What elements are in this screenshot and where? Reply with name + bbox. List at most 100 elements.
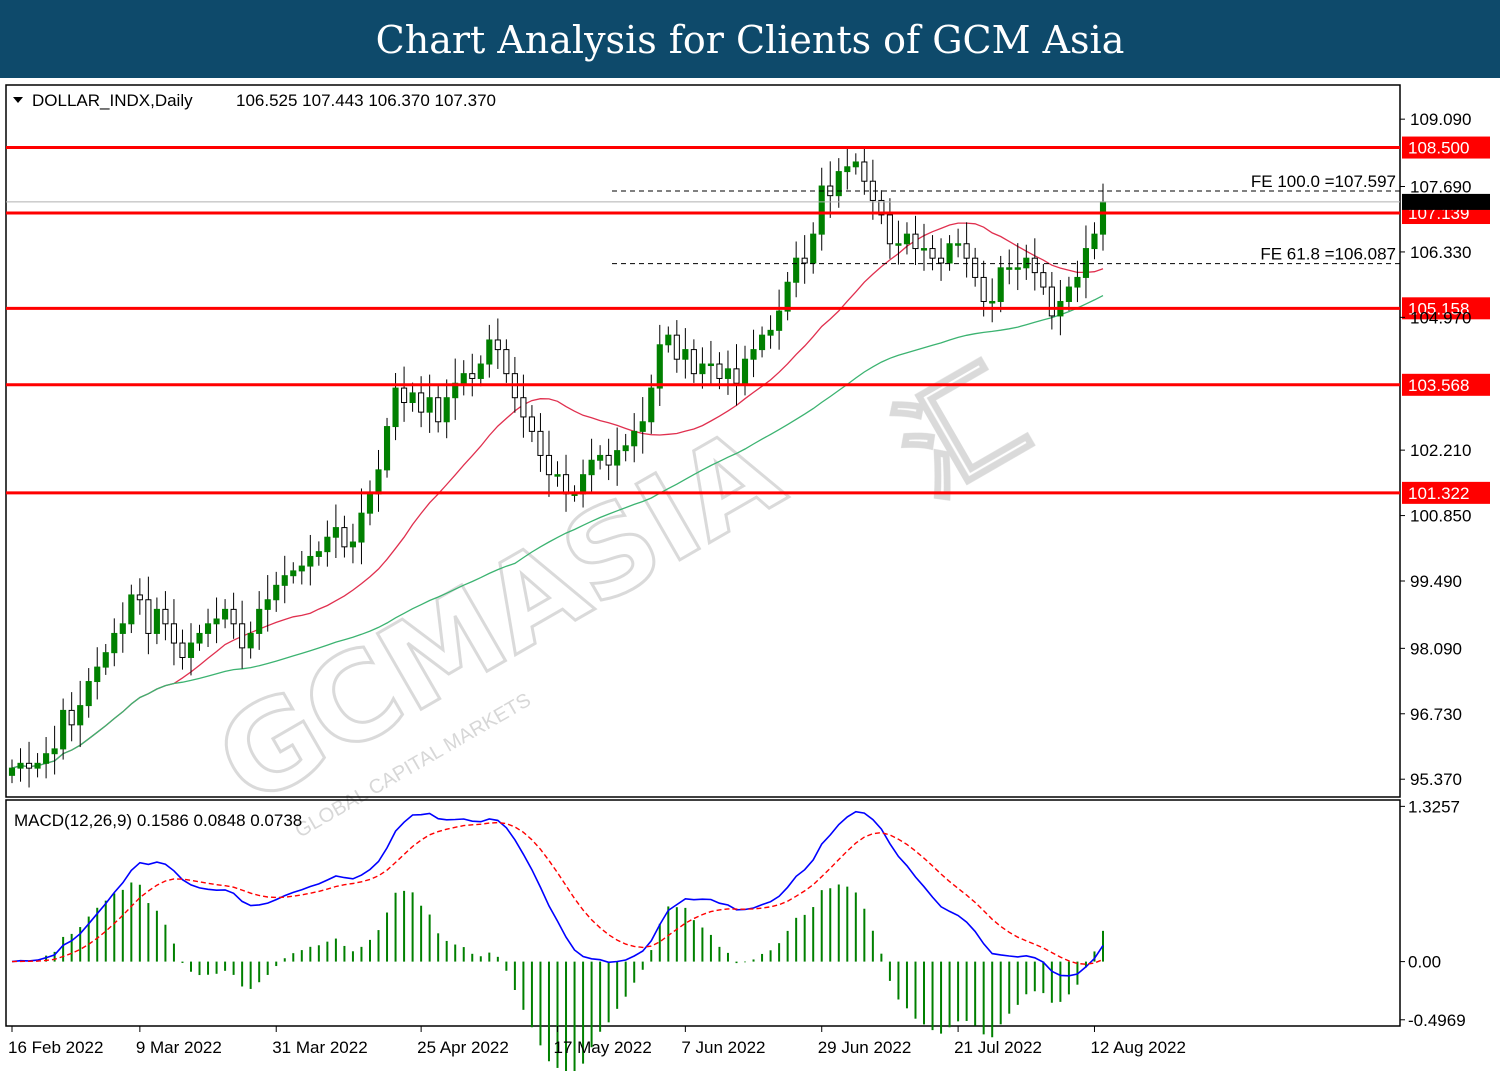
candle-up bbox=[810, 233, 817, 264]
candle-up bbox=[375, 469, 382, 495]
price-tick-label: 100.850 bbox=[1410, 507, 1471, 526]
time-tick-label: 9 Mar 2022 bbox=[136, 1038, 222, 1057]
price-tick-label: 96.730 bbox=[1410, 705, 1462, 724]
candle-up bbox=[426, 397, 433, 413]
level-tag bbox=[1402, 481, 1490, 504]
candle-down bbox=[1031, 257, 1038, 274]
watermark-brand: GCMASIA bbox=[195, 401, 804, 833]
candle-down bbox=[469, 373, 476, 379]
candle-up bbox=[554, 474, 561, 477]
candle-up bbox=[119, 623, 126, 634]
level-tag bbox=[1402, 373, 1490, 396]
candle-up bbox=[1074, 276, 1081, 288]
candle-up bbox=[264, 599, 271, 610]
level-tag bbox=[1402, 136, 1490, 159]
candle-up bbox=[366, 493, 374, 514]
candle-down bbox=[605, 454, 612, 466]
fib-label: FE 61.8 =106.087 bbox=[1260, 245, 1396, 264]
macd-tick-label: 0.00 bbox=[1408, 953, 1441, 972]
fibonacci-expansion: FE 100.0 =107.597 FE 61.8 =106.087 bbox=[612, 172, 1400, 265]
candle-up bbox=[222, 608, 229, 620]
symbol-label: DOLLAR_INDX,Daily bbox=[32, 91, 193, 110]
candle-up bbox=[997, 267, 1004, 302]
candle-up bbox=[682, 349, 689, 360]
candle-up bbox=[955, 243, 962, 246]
candle-up bbox=[776, 310, 783, 331]
candle-up bbox=[665, 334, 672, 346]
candle-up bbox=[17, 762, 24, 769]
candle-up bbox=[452, 382, 459, 399]
price-tick-label: 99.490 bbox=[1410, 572, 1462, 591]
watermark: GCMASIA 汇 GLOBAL CAPITAL MARKETS bbox=[194, 341, 1050, 842]
price-chart[interactable]: GCMASIA 汇 GLOBAL CAPITAL MARKETS DOLLAR_… bbox=[0, 78, 1500, 1071]
level-tag-label: 108.500 bbox=[1408, 139, 1469, 158]
macd-line bbox=[11, 810, 1104, 977]
candle-up bbox=[256, 608, 263, 634]
candle-up bbox=[204, 623, 212, 634]
candle-up bbox=[699, 363, 706, 375]
candles bbox=[8, 146, 1107, 788]
candle-up bbox=[85, 681, 92, 707]
price-tick-label: 104.970 bbox=[1410, 308, 1471, 327]
time-tick-label: 31 Mar 2022 bbox=[272, 1038, 367, 1057]
candle-up bbox=[597, 454, 604, 461]
chart-frame: GCMASIA 汇 GLOBAL CAPITAL MARKETS DOLLAR_… bbox=[0, 78, 1500, 1071]
candle-up bbox=[1065, 286, 1072, 302]
sma-20-line bbox=[11, 222, 1104, 769]
candle-up bbox=[196, 632, 203, 644]
candle-down bbox=[545, 454, 553, 476]
candle-up bbox=[750, 349, 757, 360]
ohlc-label: 106.525 107.443 106.370 107.370 bbox=[236, 91, 496, 110]
candle-up bbox=[77, 705, 84, 726]
candle-up bbox=[477, 363, 484, 379]
candle-up bbox=[818, 185, 825, 235]
level-tag-label: 105.158 bbox=[1408, 299, 1469, 318]
candle-up bbox=[793, 257, 800, 283]
candle-down bbox=[1048, 286, 1055, 317]
time-tick-label: 17 May 2022 bbox=[554, 1038, 652, 1057]
candle-up bbox=[895, 243, 902, 246]
candle-up bbox=[34, 762, 41, 769]
level-tag-label: 103.568 bbox=[1408, 376, 1469, 395]
candle-up bbox=[128, 594, 135, 625]
candle-up bbox=[631, 430, 638, 447]
candle-up bbox=[307, 555, 314, 567]
time-tick-label: 25 Apr 2022 bbox=[417, 1038, 509, 1057]
candle-up bbox=[383, 426, 391, 471]
candle-up bbox=[614, 450, 621, 466]
time-tick-label: 16 Feb 2022 bbox=[8, 1038, 103, 1057]
candle-down bbox=[435, 397, 442, 423]
candle-down bbox=[68, 709, 75, 726]
candle-up bbox=[648, 387, 655, 423]
candle-down bbox=[716, 363, 723, 379]
candle-up bbox=[332, 527, 339, 538]
dropdown-arrow-icon[interactable] bbox=[13, 97, 23, 103]
candle-up bbox=[1014, 267, 1021, 270]
title-banner: Chart Analysis for Clients of GCM Asia bbox=[0, 0, 1500, 78]
candle-up bbox=[298, 565, 305, 572]
candle-down bbox=[162, 608, 169, 625]
candle-down bbox=[537, 430, 544, 456]
macd-tick-label: -0.4969 bbox=[1408, 1011, 1466, 1030]
candle-down bbox=[912, 233, 919, 250]
candle-up bbox=[724, 368, 732, 379]
candle-down bbox=[963, 243, 970, 259]
candle-down bbox=[520, 397, 527, 418]
candle-up bbox=[784, 281, 791, 312]
candle-up bbox=[903, 233, 911, 245]
candle-up bbox=[60, 709, 67, 750]
candle-up bbox=[111, 632, 118, 654]
candle-up bbox=[187, 642, 195, 658]
candle-up bbox=[707, 363, 714, 367]
time-tick-label: 12 Aug 2022 bbox=[1090, 1038, 1185, 1057]
fib-label: FE 100.0 =107.597 bbox=[1251, 172, 1396, 191]
candle-down bbox=[528, 416, 535, 432]
candle-down bbox=[136, 594, 143, 601]
candle-up bbox=[94, 666, 101, 683]
candle-down bbox=[878, 199, 885, 216]
banner-title: Chart Analysis for Clients of GCM Asia bbox=[375, 18, 1125, 62]
candle-up bbox=[153, 608, 160, 634]
price-tick-label: 102.210 bbox=[1410, 441, 1471, 460]
candle-up bbox=[273, 584, 280, 601]
